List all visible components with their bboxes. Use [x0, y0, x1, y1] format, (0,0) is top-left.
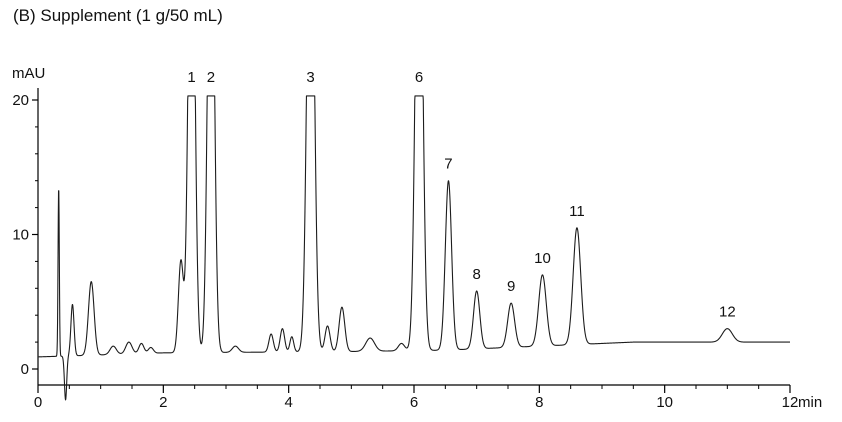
x-tick-label: 6: [410, 394, 418, 411]
x-tick-label: 0: [34, 394, 42, 411]
figure-title: (B) Supplement (1 g/50 mL): [13, 6, 223, 25]
peak-label-1: 1: [187, 69, 195, 86]
peak-label-10: 10: [534, 250, 551, 267]
chromatogram-trace: [37, 95, 791, 401]
peak-label-6: 6: [415, 69, 423, 86]
peak-label-9: 9: [507, 278, 515, 295]
peak-label-8: 8: [472, 266, 480, 283]
y-tick-label: 20: [12, 92, 29, 109]
peak-label-7: 7: [444, 156, 452, 173]
y-tick-label: 0: [21, 361, 29, 378]
x-tick-label: 10: [656, 394, 673, 411]
y-tick-label: 10: [12, 227, 29, 244]
y-axis-unit-label: mAU: [12, 65, 45, 82]
peak-label-2: 2: [207, 69, 215, 86]
peak-label-3: 3: [306, 69, 314, 86]
x-tick-label: 8: [535, 394, 543, 411]
x-tick-label: 4: [284, 394, 292, 411]
x-axis-unit-label: min: [798, 394, 822, 411]
x-tick-label: 12: [782, 394, 799, 411]
x-tick-label: 2: [159, 394, 167, 411]
peak-label-12: 12: [719, 304, 736, 321]
peak-label-11: 11: [569, 203, 585, 220]
